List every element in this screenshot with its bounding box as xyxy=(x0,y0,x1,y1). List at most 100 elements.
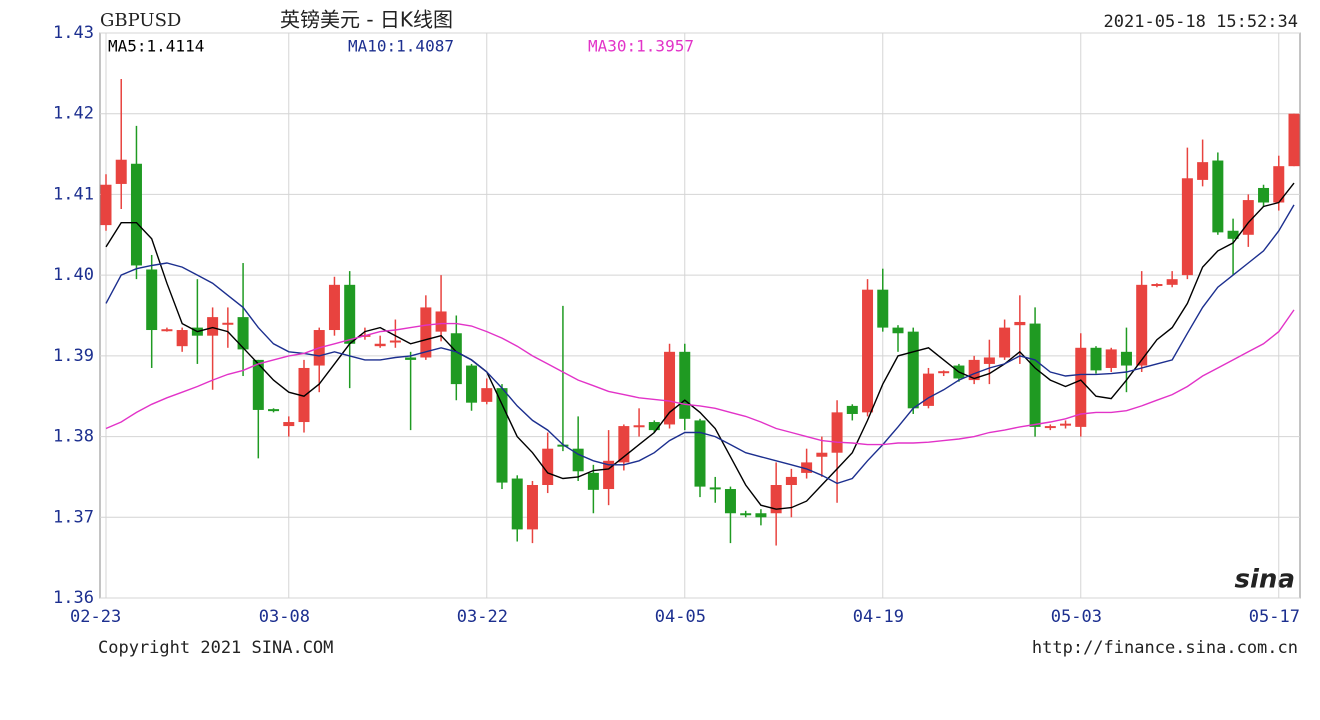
candle-body xyxy=(1090,347,1102,371)
candle-body xyxy=(648,422,660,431)
x-tick-label: 03-22 xyxy=(457,607,508,627)
candle-body xyxy=(1120,351,1132,366)
candle-body xyxy=(481,388,493,402)
candle-body xyxy=(146,269,158,331)
candle-body xyxy=(542,448,554,485)
candle-body xyxy=(694,420,706,487)
candle-body xyxy=(679,351,691,419)
candle-body xyxy=(816,452,828,457)
candle-body xyxy=(161,329,173,332)
candle-body xyxy=(724,489,736,514)
y-tick-label: 1.43 xyxy=(53,23,94,43)
candle-body xyxy=(938,371,950,374)
candle-body xyxy=(1197,162,1209,180)
x-tick-label: 02-23 xyxy=(70,607,121,627)
candle-body xyxy=(1060,423,1072,426)
candle-body xyxy=(420,307,432,358)
candle-body xyxy=(130,163,142,266)
candle-body xyxy=(1151,284,1163,287)
timestamp: 2021-05-18 15:52:34 xyxy=(1104,12,1298,32)
candle-body xyxy=(450,333,462,385)
x-tick-label: 05-17 xyxy=(1249,607,1300,627)
ma-line xyxy=(105,182,1295,510)
x-tick-label: 03-08 xyxy=(259,607,310,627)
candle-body xyxy=(176,330,188,347)
copyright: Copyright 2021 SINA.COM xyxy=(98,638,333,658)
url: http://finance.sina.com.cn xyxy=(1032,638,1298,658)
candle-body xyxy=(268,409,280,412)
x-tick-label: 04-05 xyxy=(655,607,706,627)
candle-body xyxy=(283,422,295,427)
candle-body xyxy=(1136,284,1148,366)
candle-body xyxy=(1181,178,1193,276)
y-tick-label: 1.38 xyxy=(53,427,94,447)
candle-body xyxy=(801,462,813,473)
candle-body xyxy=(892,327,904,334)
candle-body xyxy=(983,357,995,364)
candle-body xyxy=(907,331,919,409)
candle-body xyxy=(572,448,584,472)
candle-body xyxy=(1288,113,1300,167)
y-tick-label: 1.40 xyxy=(53,265,94,285)
candle-body xyxy=(207,317,219,336)
candle-body xyxy=(1212,160,1224,233)
candle-body xyxy=(237,317,249,350)
candle-body xyxy=(1014,321,1026,326)
candle-body xyxy=(1166,279,1178,285)
legend-entry: MA30:1.3957 xyxy=(588,37,694,56)
candle-body xyxy=(496,388,508,483)
candle-body xyxy=(999,327,1011,358)
candle-body xyxy=(1075,347,1087,427)
candle-body xyxy=(1105,349,1117,368)
candle-body xyxy=(1029,323,1041,427)
x-tick-label: 05-03 xyxy=(1051,607,1102,627)
y-tick-label: 1.41 xyxy=(53,184,94,204)
candle-body xyxy=(785,476,797,485)
candle-body xyxy=(1242,200,1254,235)
candle-body xyxy=(633,425,645,428)
y-tick-label: 1.36 xyxy=(53,588,94,608)
candle-body xyxy=(877,289,889,328)
candle-body xyxy=(466,365,478,403)
candle-body xyxy=(526,485,538,530)
x-tick-label: 04-19 xyxy=(853,607,904,627)
plot-frame xyxy=(99,32,1301,599)
candle-body xyxy=(405,357,417,360)
candle-body xyxy=(1044,426,1056,429)
candle-body xyxy=(831,412,843,453)
candle-body xyxy=(770,485,782,514)
candle-body xyxy=(709,487,721,490)
chart-title: 英镑美元 - 日K线图 xyxy=(280,8,453,32)
candle-body xyxy=(1227,230,1239,239)
candle-body xyxy=(1258,187,1270,203)
candle-body xyxy=(252,359,264,410)
candle-body xyxy=(328,284,340,331)
candle-body xyxy=(435,311,447,332)
logo: sina xyxy=(1235,565,1295,595)
candle-body xyxy=(755,513,767,518)
candle-body xyxy=(344,284,356,344)
legend-entry: MA5:1.4114 xyxy=(108,37,204,56)
legend-entry: MA10:1.4087 xyxy=(348,37,454,56)
ma-line xyxy=(105,309,1295,446)
candle-body xyxy=(740,513,752,516)
candle-body xyxy=(1273,166,1285,203)
candle-body xyxy=(389,340,401,343)
symbol: GBPUSD xyxy=(100,10,181,31)
candle-body xyxy=(374,343,386,347)
y-tick-label: 1.37 xyxy=(53,507,94,527)
candle-body xyxy=(664,351,676,425)
candle-body xyxy=(968,359,980,381)
candle-body xyxy=(557,444,569,447)
candle-body xyxy=(115,159,127,184)
candle-body xyxy=(618,426,630,463)
candle-body xyxy=(298,367,310,423)
y-tick-label: 1.39 xyxy=(53,346,94,366)
candle-body xyxy=(100,184,112,226)
candle-body xyxy=(603,460,615,490)
candle-body xyxy=(587,472,599,490)
candle-body xyxy=(222,322,234,325)
candle-body xyxy=(511,478,523,530)
y-tick-label: 1.42 xyxy=(53,104,94,124)
